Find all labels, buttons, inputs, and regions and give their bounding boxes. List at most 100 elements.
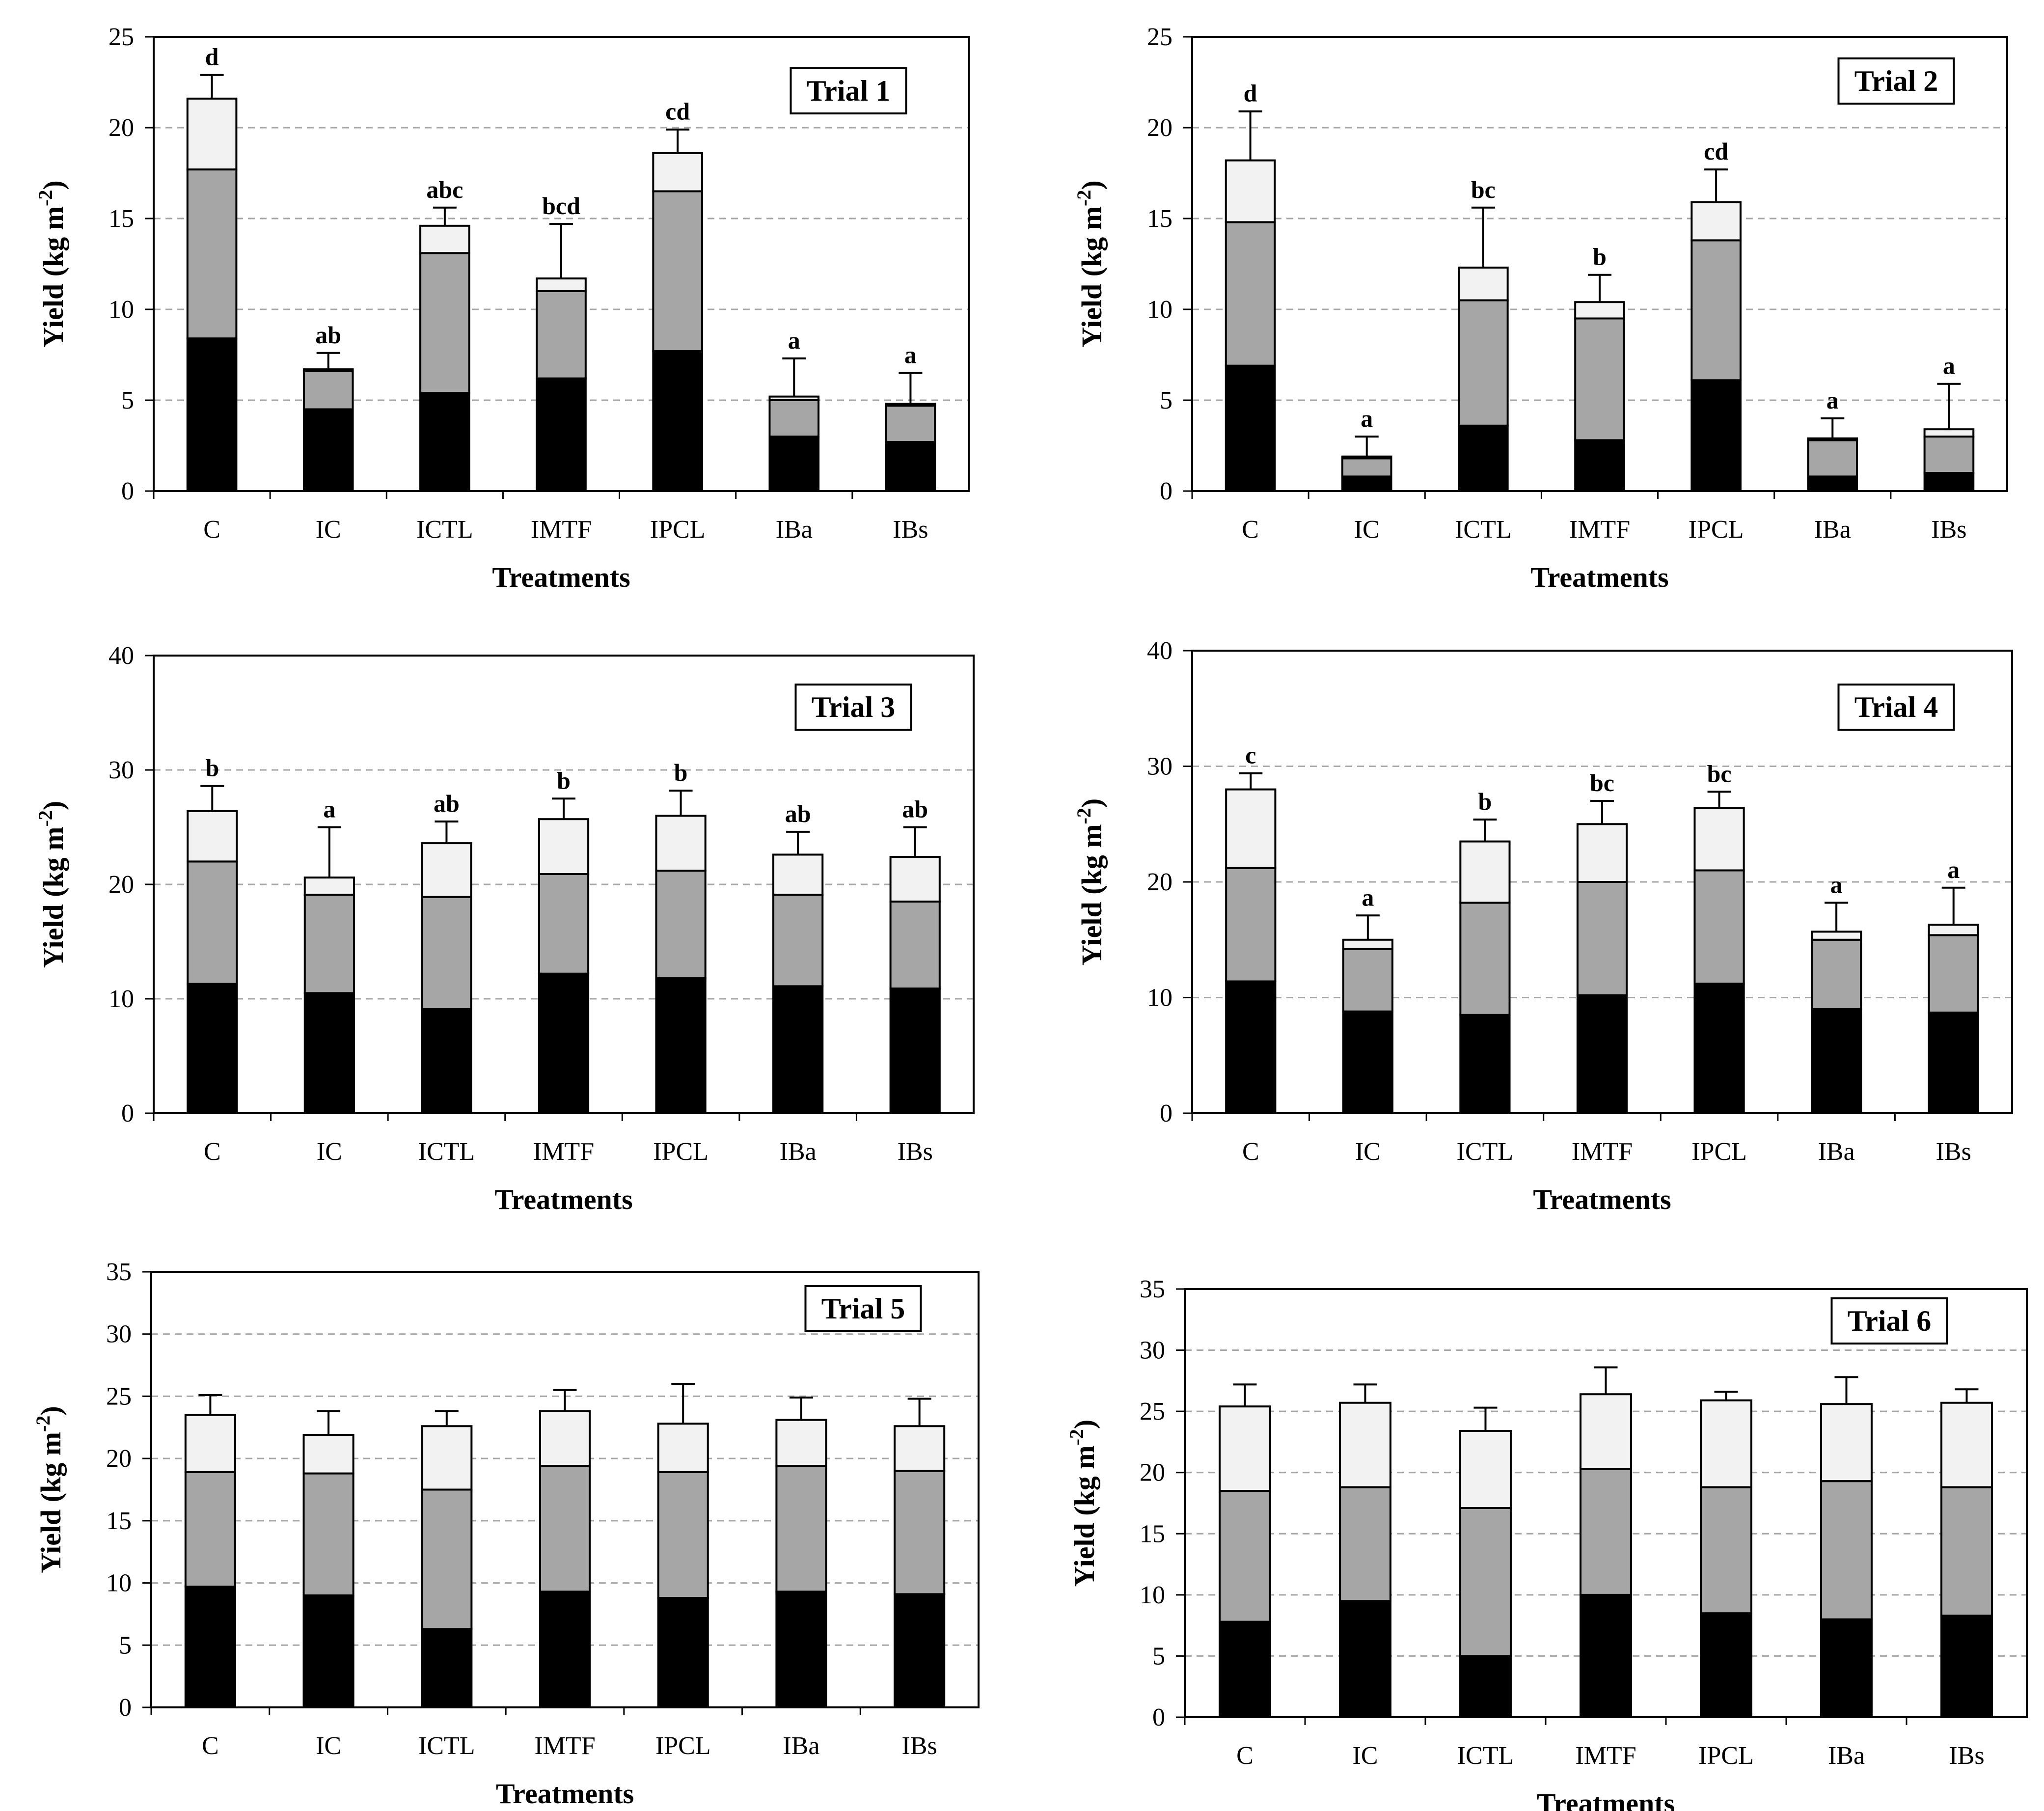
bar-segment (1928, 1012, 1979, 1114)
x-axis-title: Treatments (1537, 1787, 1675, 1811)
category-label: IC (1354, 516, 1380, 544)
bar-segment (1225, 159, 1276, 223)
y-tick-label: 15 (1147, 205, 1172, 233)
significance-letter: bc (1471, 176, 1496, 203)
bar-segment (1693, 869, 1745, 985)
category-label: C (1236, 1742, 1254, 1770)
bar-segment (655, 870, 707, 980)
y-tick-label: 25 (1147, 23, 1172, 51)
bar-segment (1341, 455, 1392, 460)
bar-segment (187, 860, 238, 985)
bar-segment (768, 395, 820, 401)
bar-segment (1225, 364, 1276, 493)
significance-letter: a (1947, 856, 1960, 883)
y-tick-label: 5 (1152, 1642, 1165, 1670)
y-tick-label: 15 (106, 1507, 132, 1535)
bar-segment (302, 1433, 354, 1475)
bar-segment (1225, 867, 1277, 983)
bar-segment (657, 1423, 709, 1474)
bar-segment (539, 1410, 591, 1467)
bar-segment (1574, 301, 1625, 320)
bar-segment (1459, 1507, 1512, 1657)
bar-segment (1923, 428, 1975, 438)
bar-segment (1225, 980, 1277, 1115)
y-tick-label: 30 (109, 756, 134, 784)
bar-segment (1576, 823, 1628, 883)
significance-letter: a (1361, 405, 1373, 432)
trial-label: Trial 4 (1854, 691, 1938, 723)
bar-segment (775, 1465, 827, 1593)
category-label: IBs (898, 1138, 933, 1166)
bar-segment (1820, 1403, 1873, 1482)
bar-segment (657, 1596, 709, 1709)
trial-label: Trial 3 (812, 691, 896, 723)
trial-label-box (794, 684, 912, 731)
significance-letter: b (1478, 788, 1492, 815)
significance-letter: d (205, 43, 219, 71)
y-tick-label: 10 (1140, 1581, 1165, 1609)
category-label: IBs (1949, 1742, 1984, 1770)
bar-segment (1928, 924, 1979, 936)
category-label: ICTL (1455, 516, 1512, 544)
bar-segment (1928, 934, 1979, 1014)
bar-segment (1690, 379, 1742, 492)
category-label: IMTF (1575, 1742, 1636, 1770)
bar-segment (889, 856, 941, 903)
plot-frame (150, 1271, 980, 1708)
category-label: IBs (1931, 516, 1966, 544)
y-tick-label: 30 (1140, 1337, 1165, 1365)
category-label: ICTL (1457, 1138, 1514, 1166)
category-label: IC (316, 516, 341, 544)
chart-panel: d Cab IC abc ICTL bcd IMTF cd IPCL a IBa a IBs 0 5 10 15… (34, 23, 970, 593)
bar-segment (1811, 1008, 1862, 1115)
y-tick-label: 20 (1147, 868, 1172, 896)
trial-label-box (1837, 684, 1955, 731)
bar-segment (1458, 299, 1509, 427)
bar-segment (536, 290, 587, 380)
category-label: IMTF (1572, 1138, 1633, 1166)
bar-segment (1807, 475, 1858, 493)
x-axis-title: Treatments (1533, 1183, 1671, 1215)
significance-letter: a (1826, 386, 1839, 414)
category-label: IMTF (1569, 516, 1630, 544)
bar-segment (885, 441, 936, 492)
y-tick-label: 40 (1147, 637, 1172, 665)
y-tick-label: 10 (106, 1569, 132, 1597)
category-label: IBs (902, 1732, 937, 1760)
y-axis-title: Yield (kg m-2) (34, 180, 69, 348)
bar-segment (1459, 1430, 1512, 1509)
bar-segment (1576, 994, 1628, 1115)
significance-letter: a (1830, 871, 1843, 898)
bar-segment (1580, 1393, 1632, 1470)
bar-segment (1940, 1486, 1993, 1617)
y-tick-label: 10 (109, 985, 134, 1013)
significance-letter: ab (785, 800, 811, 827)
bar-segment (539, 1591, 591, 1709)
category-label: IBa (1814, 516, 1851, 544)
bar-segment (894, 1470, 946, 1595)
y-tick-label: 0 (121, 477, 134, 505)
bar-segment (1690, 239, 1742, 382)
bar-segment (652, 152, 703, 192)
y-tick-label: 30 (106, 1320, 132, 1348)
bar-segment (184, 1471, 236, 1588)
bar-segment (1225, 788, 1277, 869)
chart-panel: b Ca IC ab ICTL b IMTF b IPCL ab IBa ab IBs 0 10 20 30 40… (34, 642, 975, 1215)
bar-segment (419, 252, 470, 394)
significance-letter: abc (426, 176, 463, 203)
bar-segment (421, 1488, 473, 1630)
significance-letter: b (1593, 243, 1607, 271)
plot-frame (1184, 1288, 2028, 1718)
bar-segment (768, 436, 820, 492)
significance-letter: b (557, 767, 571, 794)
y-tick-label: 0 (1160, 477, 1172, 505)
category-label: IPCL (655, 1732, 711, 1760)
significance-letter: a (1943, 352, 1955, 380)
y-axis-title: Yield (kg m-2) (32, 1406, 67, 1573)
y-axis-title: Yield (kg m-2) (1073, 180, 1108, 348)
bar-segment (186, 337, 238, 492)
chart-panel: c Ca IC b ICTL bc IMTF bc IPCL a IBa a IBs 0 10 20 30 40 T… (1073, 637, 2013, 1215)
y-tick-label: 15 (109, 205, 134, 233)
bar-segment (419, 392, 470, 493)
bar-segment (184, 1586, 236, 1709)
